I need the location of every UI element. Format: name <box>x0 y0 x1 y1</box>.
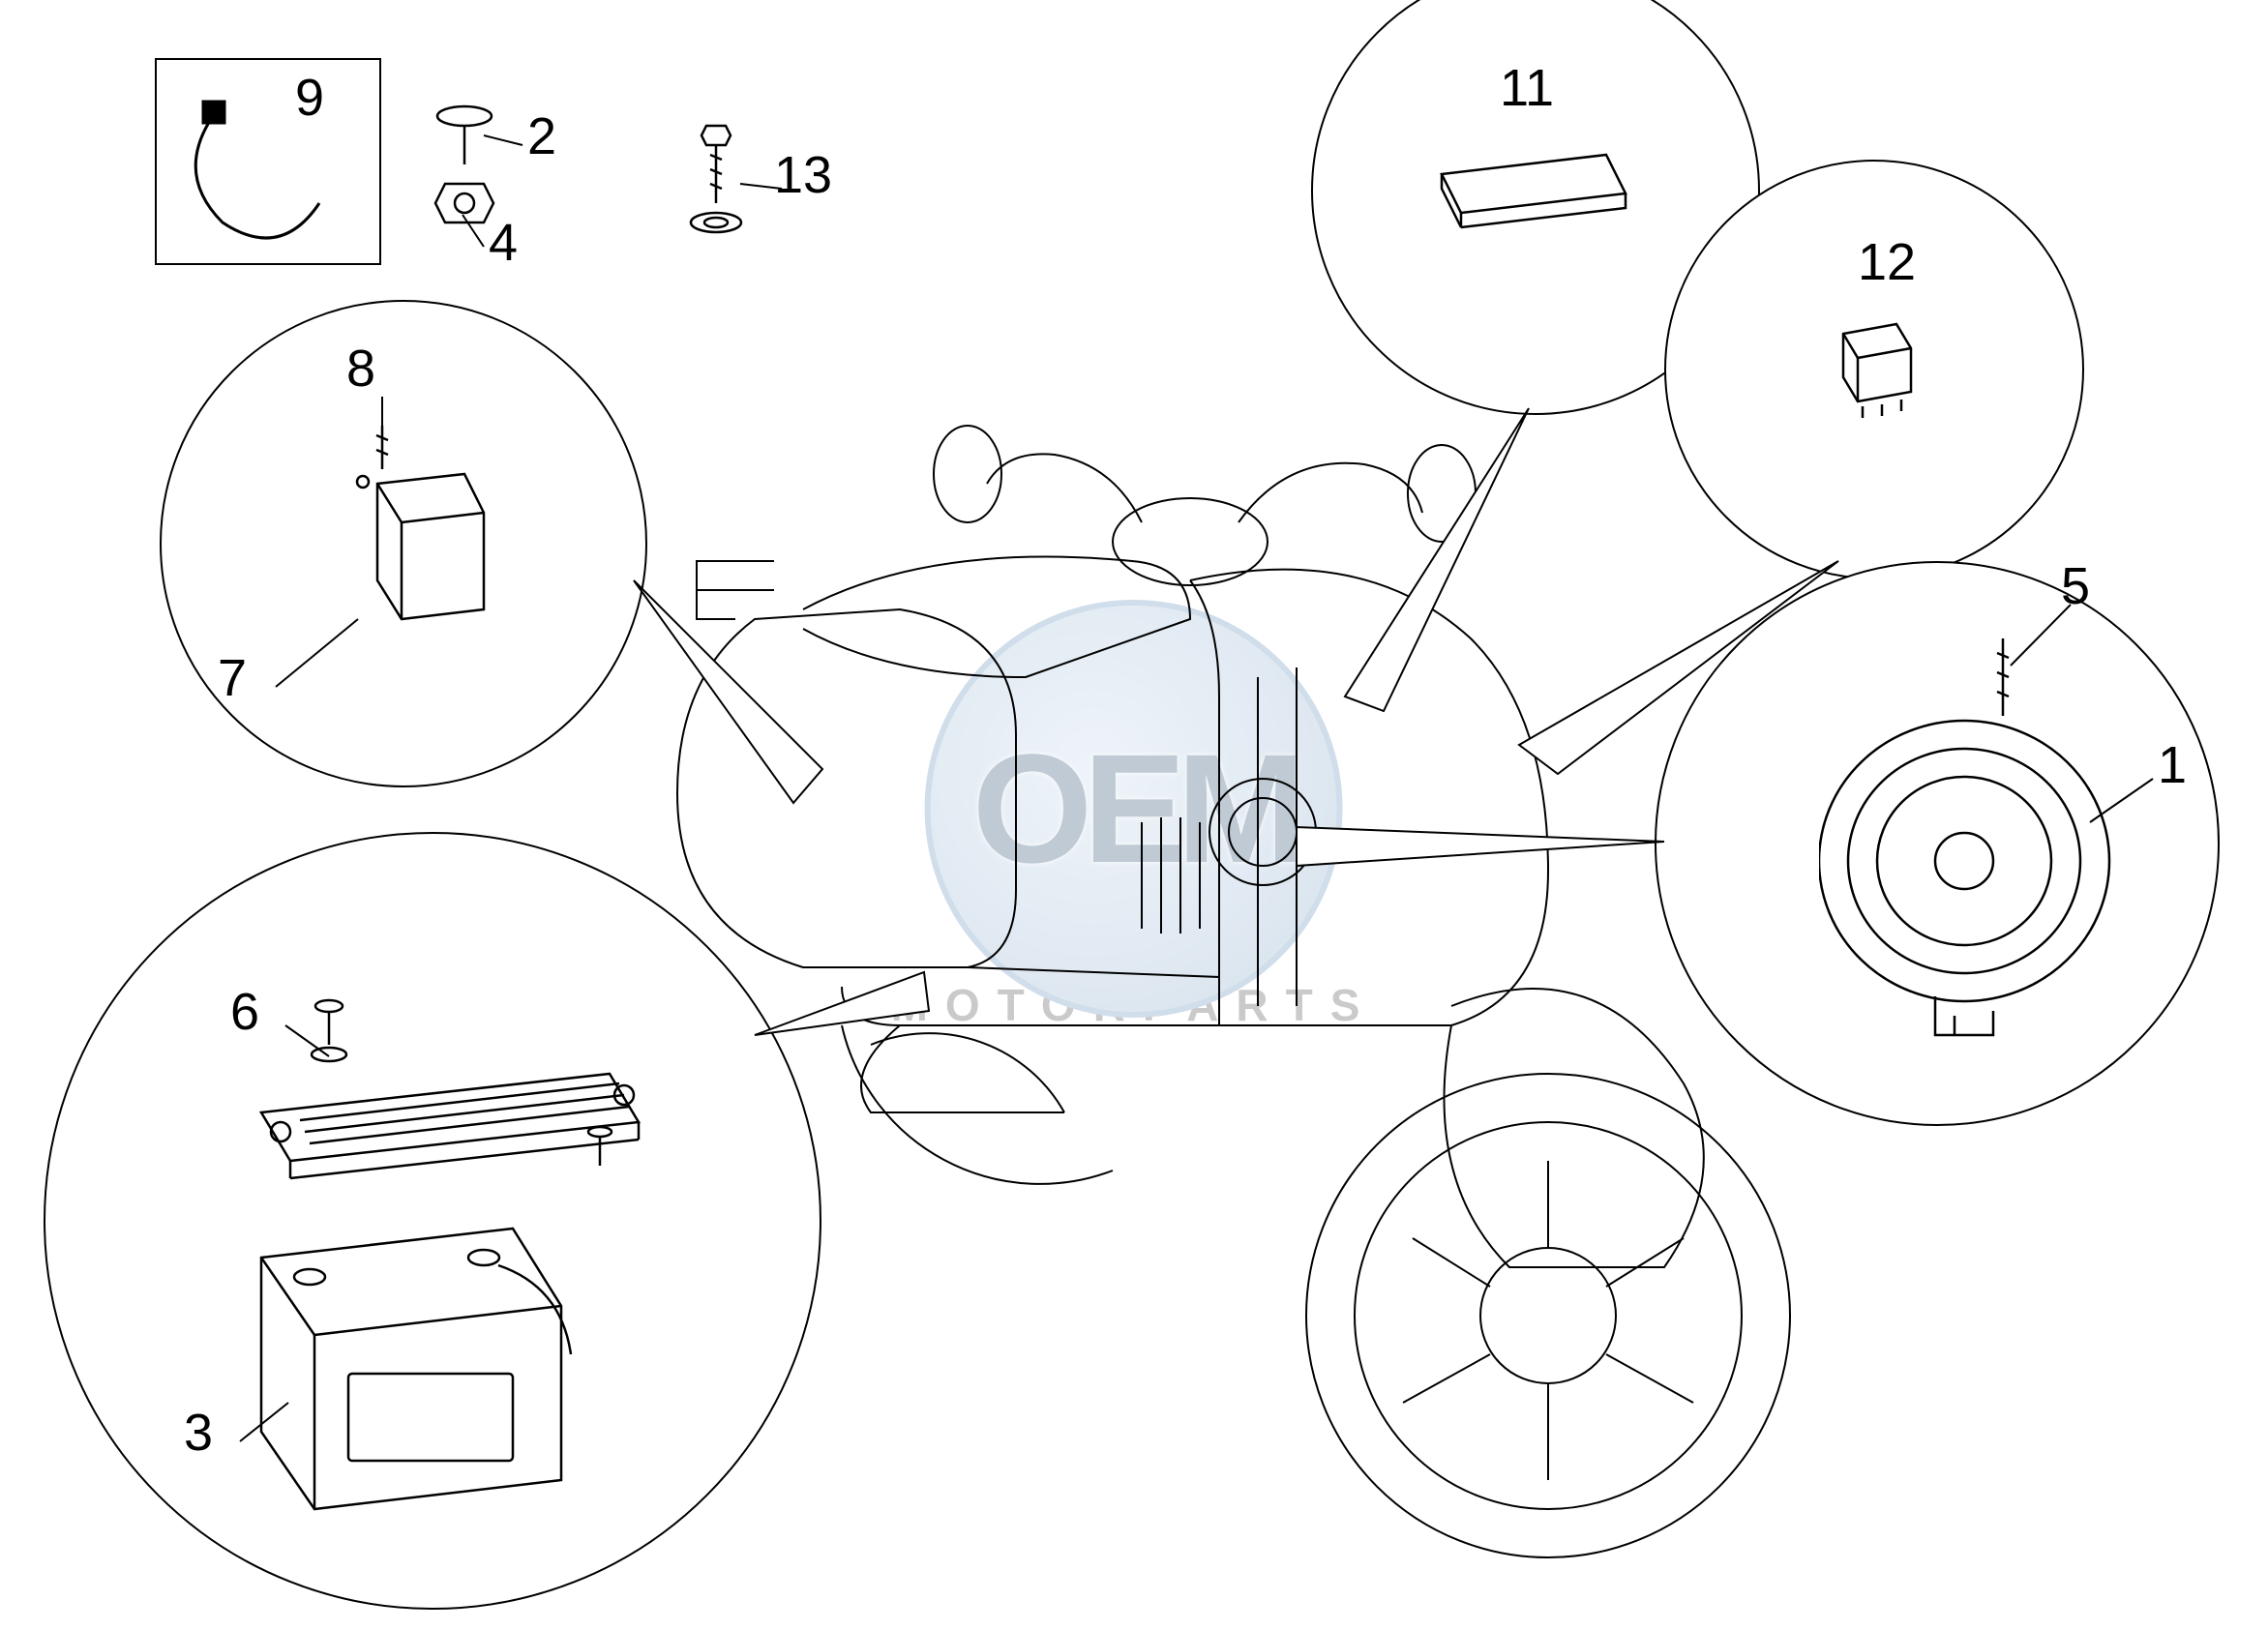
leader-lines <box>0 0 2268 1630</box>
